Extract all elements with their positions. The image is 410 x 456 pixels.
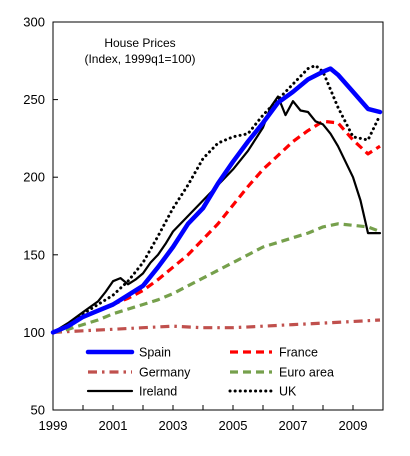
- x-tick-label: 2001: [99, 418, 128, 433]
- series-line-euro-area: [52, 222, 381, 334]
- series-line-uk: [51, 64, 382, 334]
- y-tick-label: 300: [23, 15, 45, 30]
- legend-label: Germany: [139, 366, 191, 380]
- series-layer: [50, 64, 383, 335]
- legend-label: Ireland: [139, 385, 177, 399]
- series-line-spain: [50, 66, 383, 335]
- x-tick-label: 2009: [339, 418, 368, 433]
- x-tick-label: 1999: [39, 418, 68, 433]
- legend-label: Spain: [139, 346, 171, 360]
- chart-subtitle: (Index, 1999q1=100): [84, 52, 195, 66]
- x-tick-label: 2003: [159, 418, 188, 433]
- legend-label: France: [279, 346, 318, 360]
- y-tick-label: 50: [31, 403, 45, 418]
- x-tick-label: 2005: [219, 418, 248, 433]
- series-line-germany: [52, 318, 381, 334]
- y-tick-label: 250: [23, 92, 45, 107]
- series-line-ireland: [51, 95, 382, 334]
- plot-frame: [52, 21, 384, 411]
- legend-label: UK: [279, 385, 297, 399]
- y-axis: 50 100 150 200 250 300: [23, 15, 58, 418]
- series-line-france: [52, 119, 381, 334]
- x-tick-label: 2007: [279, 418, 308, 433]
- chart-title: House Prices: [104, 36, 175, 50]
- y-tick-label: 100: [23, 325, 45, 340]
- legend-label: Euro area: [279, 366, 334, 380]
- x-axis: 1999 2001 2003 2005 2007 2009: [39, 405, 384, 433]
- legend: Spain France Germany Euro area Ireland UK: [85, 346, 334, 399]
- y-tick-label: 200: [23, 170, 45, 185]
- y-tick-label: 150: [23, 247, 45, 262]
